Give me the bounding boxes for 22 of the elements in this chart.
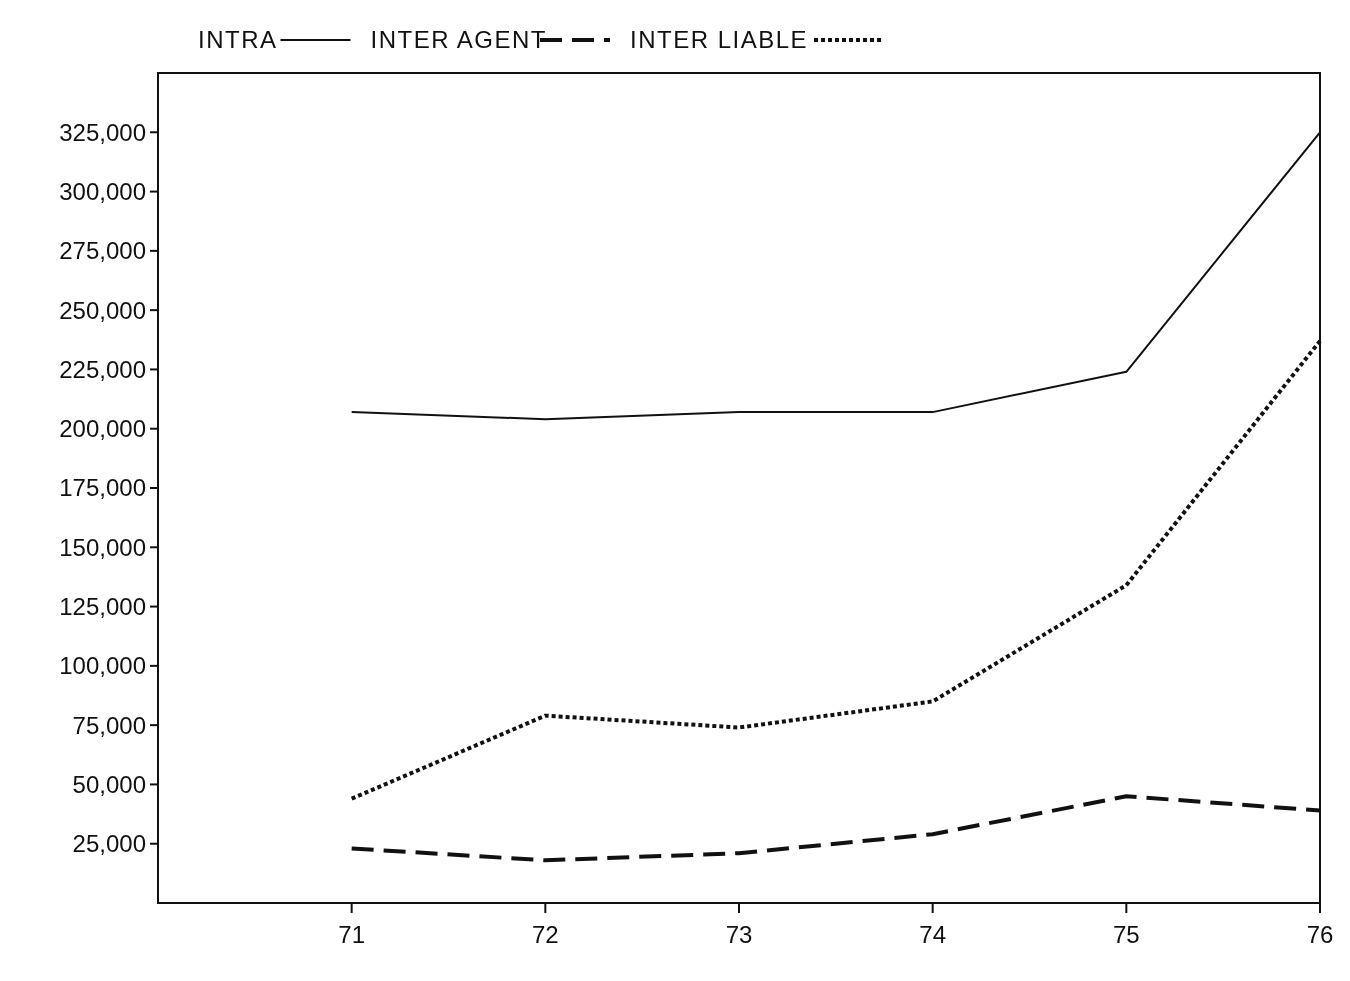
y-tick-label: 250,000	[59, 296, 146, 324]
y-tick-label: 50,000	[72, 770, 146, 798]
y-tick-label: 75,000	[72, 711, 146, 739]
y-tick-label: 275,000	[59, 237, 146, 265]
x-tick-label: 75	[1112, 921, 1140, 948]
x-tick-label: 74	[919, 921, 947, 948]
y-tick-label: 100,000	[59, 652, 146, 680]
legend-label: INTRA	[198, 26, 278, 53]
legend-label: INTER AGENT	[370, 26, 548, 53]
y-tick-label: 150,000	[59, 533, 146, 561]
y-tick-label: 325,000	[59, 118, 146, 146]
legend-label: INTER LIABLE	[630, 26, 809, 53]
x-tick-label: 76	[1306, 921, 1334, 948]
y-tick-label: 300,000	[59, 177, 146, 205]
y-tick-label: 175,000	[59, 474, 146, 502]
y-tick-label: 125,000	[59, 592, 146, 620]
y-tick-label: 200,000	[59, 415, 146, 443]
y-tick-label: 25,000	[72, 830, 146, 858]
x-tick-label: 72	[531, 921, 559, 948]
x-tick-label: 71	[338, 921, 366, 948]
x-tick-label: 73	[725, 921, 753, 948]
y-tick-label: 225,000	[59, 355, 146, 383]
